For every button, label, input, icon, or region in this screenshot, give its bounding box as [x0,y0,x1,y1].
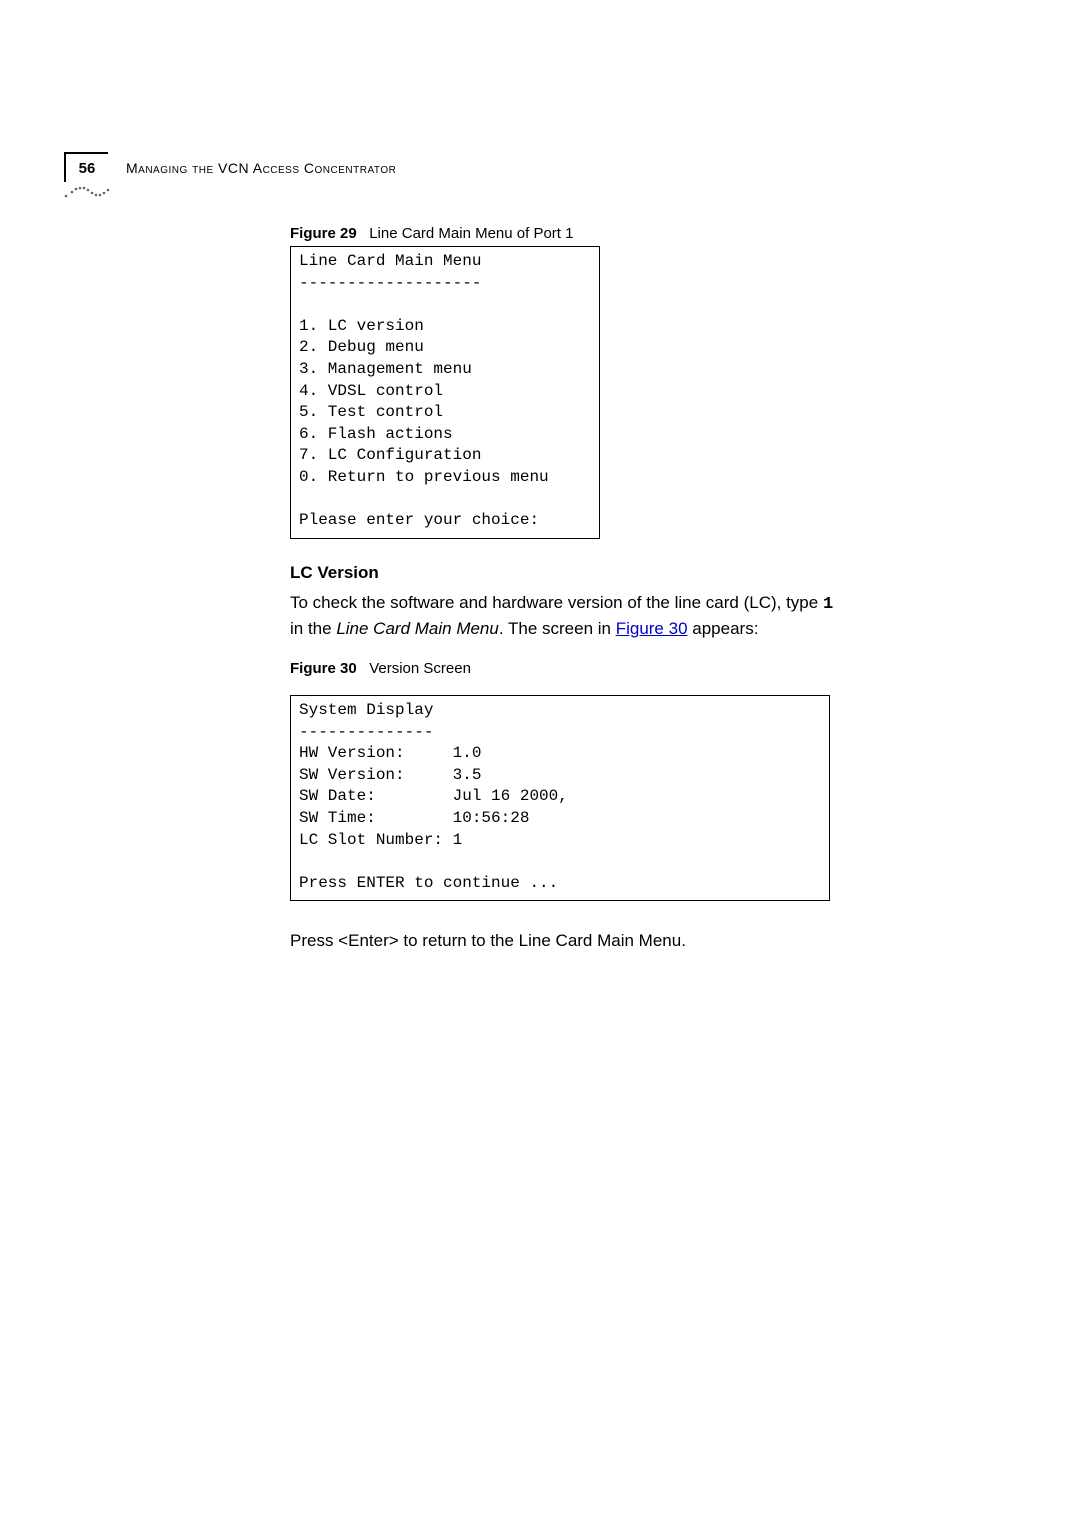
para-text-3: . The screen in [499,619,616,638]
para-text-2: in the [290,619,336,638]
figure29-caption-text: Line Card Main Menu of Port 1 [369,225,573,242]
keystroke-1: 1 [823,595,833,614]
figure29-code-box: Line Card Main Menu ------------------- … [290,246,600,539]
page: 56 Managing the VCN Access Concentrator [0,0,1080,1528]
menu-name-italic: Line Card Main Menu [336,619,499,638]
lc-version-paragraph: To check the software and hardware versi… [290,591,950,642]
figure30-caption-text: Version Screen [369,660,471,677]
figure30-link[interactable]: Figure 30 [616,619,688,638]
closing-paragraph: Press <Enter> to return to the Line Card… [290,929,950,954]
figure30-code-box: System Display -------------- HW Version… [290,695,830,901]
content-column: Figure 29 Line Card Main Menu of Port 1 … [290,225,950,972]
running-title: Managing the VCN Access Concentrator [126,160,396,176]
para-text-1: To check the software and hardware versi… [290,593,823,612]
para-text-4: appears: [688,619,759,638]
page-header: 56 Managing the VCN Access Concentrator [64,158,1016,204]
section-heading-lc-version: LC Version [290,563,950,583]
figure29-label: Figure 29 [290,225,357,242]
page-number: 56 [79,160,96,177]
figure30-label: Figure 30 [290,660,357,677]
page-number-box: 56 [64,152,108,182]
figure29-caption: Figure 29 Line Card Main Menu of Port 1 [290,225,950,242]
dots-decoration-icon [64,182,112,200]
figure30-caption: Figure 30 Version Screen [290,660,950,677]
